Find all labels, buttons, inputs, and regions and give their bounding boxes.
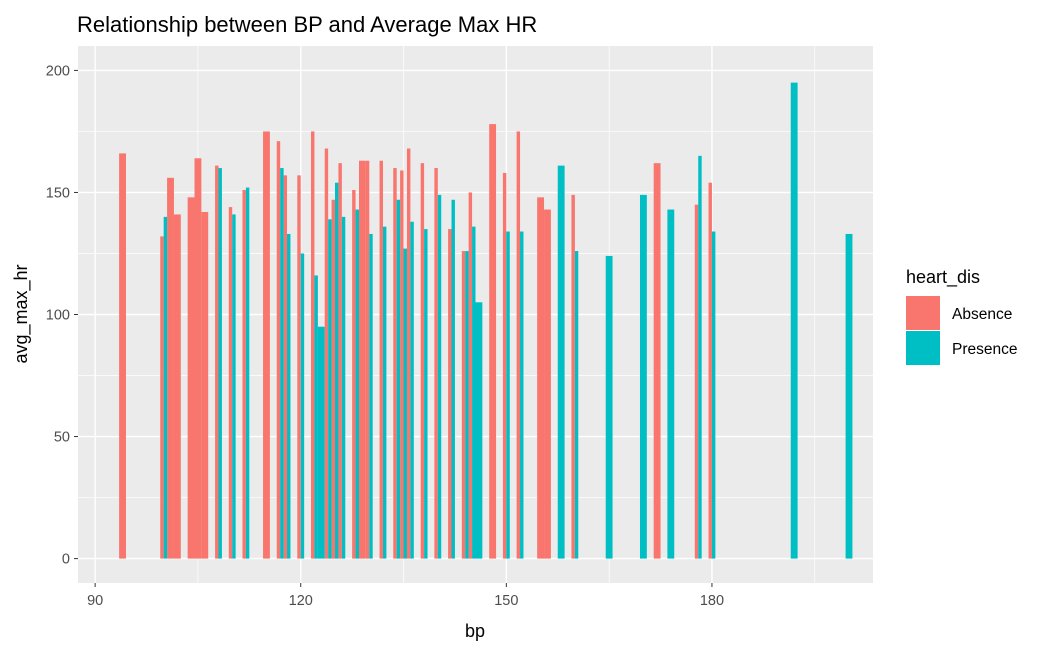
bar-absence [571, 194, 575, 559]
bar-absence [544, 209, 551, 559]
y-axis: 0 50 100 150 200 [46, 63, 78, 568]
bar-presence [667, 209, 675, 559]
bar-absence [228, 207, 233, 559]
bar-absence [242, 190, 246, 559]
bar-presence [698, 155, 702, 559]
bar-presence [355, 209, 359, 559]
y-axis-label: avg_max_hr [11, 264, 32, 363]
bar-presence [790, 82, 798, 559]
bar-absence [352, 190, 356, 559]
y-tick-label: 200 [46, 63, 70, 79]
bar-absence [358, 160, 366, 559]
bar-absence [694, 204, 699, 559]
legend-key-absence [906, 296, 940, 330]
bar-absence [537, 197, 545, 559]
bar-presence [472, 226, 476, 559]
bar-presence [711, 231, 716, 559]
y-tick-label: 150 [46, 185, 70, 201]
bar-presence [300, 253, 305, 559]
legend-key-presence [906, 331, 940, 365]
bar-presence [218, 168, 222, 559]
x-tick-label: 120 [289, 593, 313, 609]
bar-presence [574, 251, 579, 559]
bar-absence [448, 229, 452, 559]
bar-presence [314, 275, 318, 559]
bar-absence [468, 192, 473, 559]
bar-absence [167, 177, 174, 559]
x-tick-label: 150 [494, 593, 518, 609]
bar-absence [420, 163, 425, 559]
bar-absence [489, 124, 497, 559]
bar-absence [393, 168, 397, 559]
bar-absence [201, 211, 209, 559]
bar-presence [163, 216, 168, 559]
bar-presence [410, 221, 414, 559]
bars [119, 82, 853, 559]
bar-presence [520, 231, 524, 559]
bar-presence [639, 194, 647, 559]
bar-absence [708, 182, 712, 559]
x-tick-label: 90 [87, 593, 103, 609]
x-axis-label: bp [465, 621, 485, 641]
bar-presence [245, 187, 250, 559]
bar-presence [465, 251, 469, 559]
bar-presence [845, 233, 853, 559]
bar-presence [341, 216, 346, 559]
bar-absence [502, 172, 507, 559]
bar-presence [424, 229, 428, 559]
bar-presence [280, 168, 284, 559]
bar-presence [287, 233, 291, 559]
bar-presence [369, 233, 373, 559]
y-tick-label: 100 [46, 308, 70, 324]
bar-presence [328, 219, 332, 559]
bar-absence [324, 148, 329, 559]
bar-absence [276, 141, 281, 559]
bar-presence [382, 226, 387, 559]
bar-absence [400, 170, 404, 559]
bar-absence [379, 160, 383, 559]
bar-absence [160, 236, 164, 559]
legend-label: Absence [952, 306, 1012, 323]
bar-absence [119, 153, 126, 559]
bar-absence [311, 131, 315, 559]
bar-absence [194, 158, 202, 559]
legend-items: Absence Presence [906, 296, 1017, 365]
bar-presence [403, 248, 407, 559]
bar-presence [451, 199, 455, 559]
bar-absence [215, 165, 219, 559]
bar-absence [173, 214, 181, 559]
chart-title: Relationship between BP and Average Max … [77, 12, 537, 37]
bar-presence [317, 326, 325, 559]
legend-title: heart_dis [906, 267, 980, 288]
bar-absence [283, 175, 288, 559]
bar-presence [335, 182, 339, 559]
bar-presence [605, 255, 613, 559]
bar-presence [506, 231, 510, 559]
x-tick-label: 180 [700, 593, 724, 609]
bar-presence [475, 302, 483, 559]
bar-absence [461, 251, 466, 559]
legend: heart_dis Absence Presence [906, 267, 1017, 365]
bar-absence [331, 199, 336, 559]
legend-label: Presence [952, 341, 1017, 358]
bar-absence [653, 163, 661, 559]
bar-presence [396, 199, 401, 559]
bar-absence [263, 131, 270, 559]
x-axis: 90 120 150 180 [87, 583, 724, 609]
bar-presence [232, 214, 236, 559]
bar-absence [297, 175, 301, 559]
y-tick-label: 0 [62, 552, 70, 568]
y-tick-label: 50 [54, 430, 70, 446]
bar-absence [187, 197, 195, 559]
bar-absence [516, 131, 521, 559]
bar-absence [365, 160, 370, 559]
bar-absence [434, 168, 438, 559]
bar-presence [437, 194, 442, 559]
bar-absence [338, 163, 342, 559]
bar-absence [406, 148, 411, 559]
bar-presence [557, 165, 565, 559]
